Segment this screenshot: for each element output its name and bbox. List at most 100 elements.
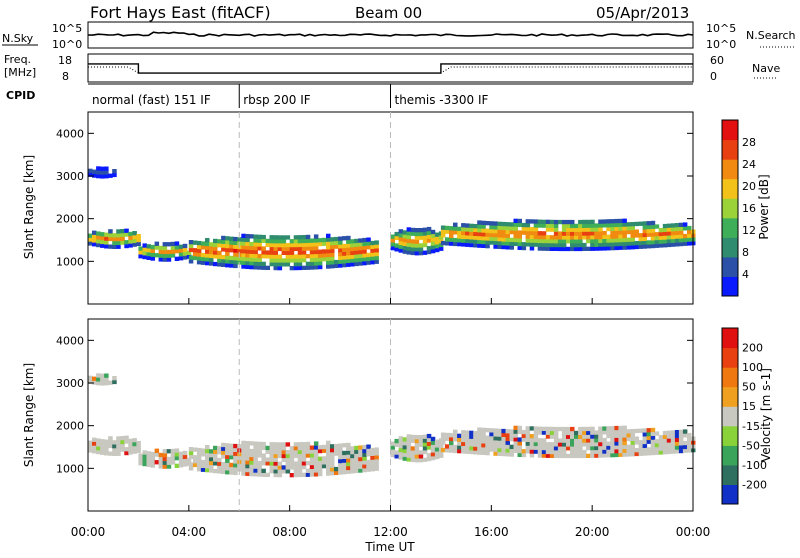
power-cell xyxy=(326,245,331,250)
power-cell xyxy=(509,245,514,250)
velocity-cell xyxy=(158,460,164,465)
power-cell xyxy=(150,256,155,261)
velocity-cell xyxy=(178,463,184,468)
velocity-cell xyxy=(162,456,168,462)
velocity-cell xyxy=(606,426,611,431)
power-cell xyxy=(670,242,676,247)
colorbar-tick-label: 20 xyxy=(742,180,756,193)
power-cell xyxy=(489,236,494,241)
power-cell xyxy=(305,265,311,270)
velocity-cell xyxy=(489,435,494,441)
power-cell xyxy=(229,248,234,253)
power-cell xyxy=(358,246,363,251)
velocity-cell xyxy=(678,429,684,434)
velocity-cell xyxy=(281,442,287,447)
velocity-cell xyxy=(289,449,295,455)
power-cell xyxy=(398,248,404,253)
velocity-cell xyxy=(253,456,258,462)
power-cell xyxy=(406,227,412,232)
power-cell xyxy=(670,234,676,240)
velocity-cell xyxy=(229,447,234,452)
velocity-cell xyxy=(426,441,432,446)
velocity-cell xyxy=(346,462,351,467)
velocity-cell xyxy=(196,447,202,453)
power-cell xyxy=(285,258,291,263)
power-cell xyxy=(108,233,113,238)
power-cell xyxy=(96,166,101,171)
power-cell xyxy=(410,227,416,233)
power-cell xyxy=(469,227,474,232)
velocity-cell xyxy=(100,377,105,382)
power-cell xyxy=(422,227,428,232)
power-cell xyxy=(438,246,444,251)
velocity-cell xyxy=(440,447,446,453)
power-cell xyxy=(342,247,347,252)
y-tick-label: 2000 xyxy=(56,420,84,433)
power-cell xyxy=(138,254,143,259)
velocity-cell xyxy=(309,464,315,469)
power-cell xyxy=(422,242,428,248)
power-cell xyxy=(342,255,347,260)
velocity-cell xyxy=(638,451,644,456)
velocity-cell xyxy=(225,462,230,467)
power-cell xyxy=(342,243,347,249)
power-cell xyxy=(273,265,278,271)
velocity-cell xyxy=(362,456,367,461)
power-cell xyxy=(100,170,105,175)
power-cell xyxy=(606,223,611,228)
power-cell xyxy=(444,229,450,234)
velocity-cell xyxy=(517,425,522,431)
cpid-separators xyxy=(238,112,391,511)
velocity-cell xyxy=(217,450,222,455)
x-tick-label: 12:00 xyxy=(373,525,408,539)
velocity-cell xyxy=(112,376,117,381)
power-cell xyxy=(525,242,531,247)
power-cell xyxy=(477,228,482,233)
power-cell xyxy=(330,264,335,269)
velocity-cell xyxy=(666,442,672,447)
velocity-cell xyxy=(489,447,494,452)
power-cell xyxy=(205,261,210,266)
velocity-cell xyxy=(293,442,299,447)
power-cell xyxy=(313,265,319,270)
power-cell xyxy=(610,242,615,247)
cpid-segments: normal (fast) 151 IF rbsp 200 IF themis -3… xyxy=(92,84,489,108)
power-cell xyxy=(92,173,97,178)
power-cell xyxy=(457,234,462,239)
velocity-cell xyxy=(501,444,506,449)
velocity-cell xyxy=(525,441,531,446)
power-cell xyxy=(626,229,631,235)
velocity-cell xyxy=(245,467,250,473)
power-cell xyxy=(338,259,343,264)
power-cell xyxy=(626,226,631,231)
power-cell xyxy=(358,238,363,243)
power-cell xyxy=(646,221,652,226)
velocity-cell xyxy=(138,461,143,466)
velocity-cell xyxy=(293,449,299,455)
power-cell xyxy=(406,246,412,251)
velocity-cell xyxy=(622,452,627,457)
power-cell xyxy=(566,235,571,240)
velocity-cell xyxy=(342,466,347,471)
power-cell xyxy=(366,241,371,246)
colorbar-tick-label: 4 xyxy=(742,268,749,281)
power-cell xyxy=(374,240,379,245)
velocity-cell xyxy=(493,432,498,437)
power-cell xyxy=(553,219,559,225)
velocity-cell xyxy=(687,444,692,449)
power-cell xyxy=(533,231,539,236)
velocity-cell xyxy=(469,438,474,443)
velocity-cell xyxy=(630,448,635,453)
velocity-cell xyxy=(682,429,688,434)
power-cell xyxy=(128,243,133,248)
velocity-cell xyxy=(326,440,331,445)
power-cell xyxy=(505,233,510,238)
power-cell xyxy=(196,248,202,253)
velocity-cell xyxy=(553,449,559,455)
power-cell xyxy=(582,242,587,248)
velocity-cell xyxy=(100,381,105,386)
power-cell xyxy=(342,259,347,264)
velocity-cell xyxy=(598,441,603,447)
velocity-cell xyxy=(261,445,266,450)
power-cell xyxy=(370,256,375,261)
